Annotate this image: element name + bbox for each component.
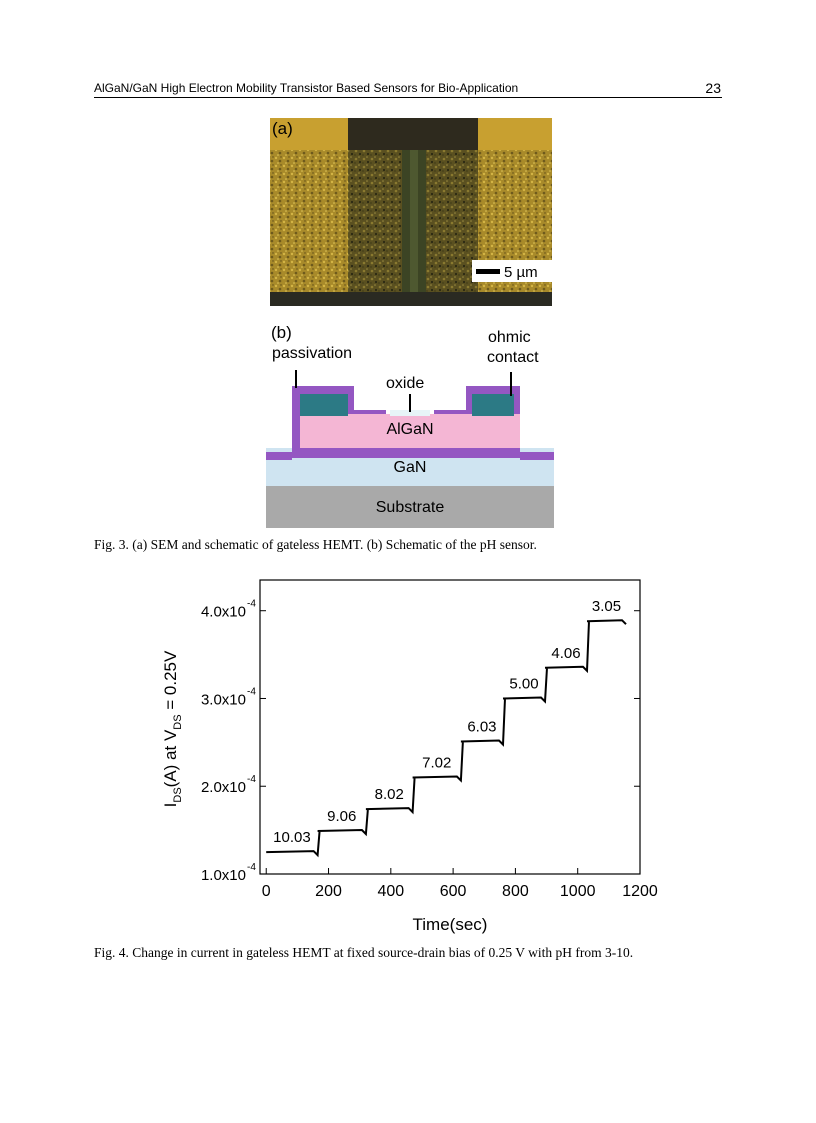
y-tick-label: 3.0x10 bbox=[201, 691, 246, 708]
running-title: AlGaN/GaN High Electron Mobility Transis… bbox=[94, 81, 519, 95]
ph-label: 5.00 bbox=[509, 675, 538, 692]
series bbox=[266, 619, 627, 858]
panel-b-label: (b) bbox=[271, 323, 292, 342]
y-tick-exponent: -4 bbox=[247, 862, 256, 873]
figure-3-caption: Fig. 3. (a) SEM and schematic of gateles… bbox=[94, 537, 537, 552]
plot-frame bbox=[259, 579, 641, 875]
y-tick-label: 4.0x10 bbox=[201, 604, 246, 621]
ph-label: 4.06 bbox=[551, 645, 580, 662]
y-axis: 1.0x10 -42.0x10 -43.0x10 -44.0x10 -4 bbox=[201, 599, 640, 884]
y-tick-label: 2.0x10 bbox=[201, 779, 246, 796]
y-tick-label: 1.0x10 bbox=[201, 867, 246, 884]
ph-label: 7.02 bbox=[422, 754, 451, 771]
x-tick-label: 600 bbox=[440, 883, 467, 900]
substrate-layer-label: Substrate bbox=[376, 499, 445, 516]
ph-label: 8.02 bbox=[375, 786, 404, 803]
ph-label: 10.03 bbox=[273, 829, 311, 846]
figure-4-chart: 0 200 400 600 800 1000 1200 1.0x10 -42.0x10 -43.… bbox=[161, 579, 658, 934]
x-tick-label: 1000 bbox=[560, 883, 596, 900]
figure-3: (a) 5 µm (b) passivation ohmic contact o… bbox=[266, 118, 554, 528]
sem-image bbox=[270, 118, 552, 306]
x-axis: 0 200 400 600 800 1000 1200 bbox=[262, 868, 658, 900]
algan-layer-label: AlGaN bbox=[386, 421, 433, 438]
x-tick-label: 200 bbox=[315, 883, 342, 900]
scale-bar-label: 5 µm bbox=[504, 264, 538, 281]
x-tick-label: 800 bbox=[502, 883, 529, 900]
y-axis-label: IDS(A) at VDS = 0.25V bbox=[161, 650, 184, 807]
x-tick-label: 0 bbox=[262, 883, 271, 900]
ohmic-label: ohmic bbox=[488, 329, 531, 346]
x-axis-label: Time(sec) bbox=[413, 915, 488, 934]
ph-label: 6.03 bbox=[467, 718, 496, 735]
oxide-label: oxide bbox=[386, 375, 424, 392]
x-tick-label: 400 bbox=[377, 883, 404, 900]
ph-labels: 10.03 9.06 8.02 7.02 6.03 5.00 4.06 3.05 bbox=[273, 598, 621, 846]
panel-a-label: (a) bbox=[272, 119, 293, 138]
page-number: 23 bbox=[705, 80, 721, 96]
gan-layer-label: GaN bbox=[394, 459, 427, 476]
x-tick-label: 1200 bbox=[622, 883, 658, 900]
y-tick-exponent: -4 bbox=[247, 686, 256, 697]
passivation-label: passivation bbox=[272, 345, 352, 362]
y-tick-exponent: -4 bbox=[247, 774, 256, 785]
y-tick-exponent: -4 bbox=[247, 599, 256, 610]
current-trace bbox=[266, 619, 627, 858]
figure-4-caption: Fig. 4. Change in current in gateless HE… bbox=[94, 945, 634, 960]
contact-label: contact bbox=[487, 349, 539, 366]
ph-sensor-schematic bbox=[266, 370, 554, 528]
ph-label: 9.06 bbox=[327, 808, 356, 825]
header-rule bbox=[94, 97, 722, 98]
ph-label: 3.05 bbox=[592, 598, 621, 615]
